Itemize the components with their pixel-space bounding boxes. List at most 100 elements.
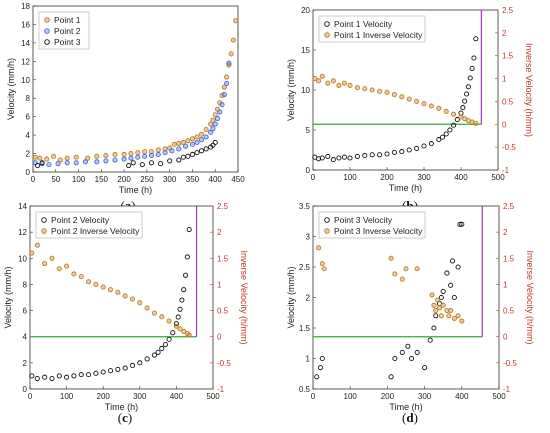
y2-tick-label: -1: [503, 385, 511, 394]
data-point-point-1: [171, 141, 177, 147]
data-point-point-2: [94, 159, 100, 165]
data-point-point-1-velocity: [384, 151, 390, 157]
data-point-point-2-inverse-velocity: [159, 314, 165, 320]
y2-tick-label: 0: [217, 333, 222, 342]
data-point-point-3-inverse-velocity: [429, 292, 435, 298]
x-axis-label: Time (h): [389, 183, 422, 193]
chart-d: 0 100 200 300 400 5000.511.522.533.5-1-0.500.…: [286, 202, 535, 425]
data-point-point-1: [180, 139, 186, 146]
data-point-point-2-inverse-velocity: [100, 284, 106, 290]
chart-b: 0 100 200 300 400 500 0 5 10 15 20 -1 -0.5 0 0.5 1 1.5 2 2…: [286, 6, 534, 213]
data-point-point-1-velocity: [414, 145, 420, 151]
legend-marker: [324, 228, 330, 234]
data-point-point-3-velocity: [451, 294, 457, 301]
data-point-point-1-velocity: [428, 141, 434, 147]
data-point-point-2: [203, 134, 209, 140]
y2-tick-label: 2.5: [217, 202, 229, 211]
data-point-point-2-inverse-velocity: [129, 296, 136, 302]
data-point-point-3-inverse-velocity: [451, 315, 457, 321]
data-point-point-3-velocity: [449, 258, 456, 264]
x-tick-label: 300: [417, 173, 431, 182]
data-point-point-1-inverse-velocity: [428, 103, 434, 109]
y-tick-label: 1: [306, 355, 311, 364]
data-point-point-3-inverse-velocity: [414, 266, 420, 272]
data-point-point-1: [44, 156, 50, 162]
panel-caption-letter: a: [125, 198, 132, 213]
legend-label: Point 3 Velocity: [334, 215, 393, 225]
panel-caption-letter: d: [406, 410, 414, 425]
data-point-point-1-velocity: [319, 155, 325, 161]
data-point-point-2: [142, 153, 148, 159]
y-tick-label: 0: [26, 168, 31, 177]
data-point-point-2-velocity: [155, 349, 161, 355]
data-point-point-3-inverse-velocity: [388, 255, 394, 261]
y-tick-label: 10: [301, 86, 310, 95]
legend-box: [38, 11, 90, 50]
data-point-point-3-inverse-velocity: [403, 266, 409, 272]
data-point-point-1-inverse-velocity: [336, 82, 342, 88]
x-tick-label: 100: [344, 392, 358, 401]
y2-tick-label: 1: [502, 75, 507, 84]
data-point-point-2-inverse-velocity: [115, 289, 121, 295]
x-tick-label: 400: [170, 392, 184, 401]
chart-c: 0 100 200 300 400 500 0 2 4 6 8 10 12 14 -1 -0.5 0 0.5 1 1.…: [3, 202, 249, 425]
data-point-point-2-velocity: [56, 373, 62, 379]
data-point-point-1-velocity: [391, 149, 397, 155]
x-tick-label: 0: [31, 175, 36, 184]
data-point-point-1: [94, 153, 100, 159]
data-point-point-2-velocity: [100, 369, 106, 375]
y-tick-label: 20: [301, 6, 310, 15]
data-point-point-3: [203, 146, 209, 152]
data-point-point-3-inverse-velocity: [321, 266, 327, 272]
data-point-point-1-velocity: [436, 137, 442, 143]
data-point-point-3-inverse-velocity: [444, 308, 450, 314]
data-point-point-3: [185, 153, 191, 159]
data-point-point-1-velocity: [347, 155, 353, 161]
y2-axis-label: Inverse Velocity (h/mm): [524, 43, 534, 137]
data-point-point-3-inverse-velocity: [436, 305, 443, 311]
data-point-point-2: [176, 146, 182, 152]
data-point-point-2: [210, 126, 216, 132]
data-point-point-1: [212, 112, 218, 118]
data-point-point-1-velocity: [439, 134, 446, 140]
x-tick-label: 450: [231, 175, 245, 184]
data-point-point-3: [35, 162, 41, 169]
data-point-point-2: [128, 155, 134, 161]
x-tick-label: 250: [140, 175, 154, 184]
data-point-point-1-inverse-velocity: [384, 89, 390, 95]
data-point-point-1-inverse-velocity: [473, 120, 479, 126]
legend-marker: [44, 17, 50, 23]
x-tick-label: 0: [311, 173, 316, 182]
y2-tick-label: -0.5: [217, 359, 231, 368]
y-tick-label: 15: [301, 46, 310, 55]
data-point-point-1: [230, 37, 236, 43]
data-point-point-1: [221, 84, 227, 90]
data-point-point-2: [46, 162, 52, 168]
data-point-point-2: [135, 154, 141, 160]
data-point-point-2-velocity: [115, 366, 121, 372]
chart-a: 0 50 100 150 200 250 300 350 400 450 0 2 4 6 8 10 12 14 16…: [6, 2, 245, 213]
data-point-point-2-inverse-velocity: [107, 287, 114, 293]
data-point-point-3: [176, 157, 182, 163]
data-point-point-1-velocity: [354, 153, 360, 159]
y2-tick-label: 0.5: [502, 97, 514, 106]
y-tick-label: 2.5: [299, 263, 311, 272]
legend-marker: [324, 217, 330, 223]
data-point-point-1-velocity: [454, 117, 460, 123]
y2-tick-label: 0: [502, 120, 507, 129]
legend-label: Point 2 Velocity: [51, 215, 110, 225]
data-point-point-1-inverse-velocity: [319, 73, 325, 79]
data-point-point-2-velocity: [179, 297, 185, 303]
x-tick-label: 0: [311, 392, 316, 401]
legend-marker: [41, 228, 47, 234]
data-point-point-2-velocity: [34, 375, 40, 382]
data-point-point-1-velocity: [330, 157, 336, 163]
data-point-point-1-inverse-velocity: [347, 82, 353, 88]
data-point-point-2: [82, 159, 88, 165]
data-point-point-2-inverse-velocity: [122, 293, 128, 299]
data-point-point-3: [158, 161, 164, 167]
data-point-point-2-inverse-velocity: [29, 250, 35, 256]
data-point-point-1: [57, 157, 63, 163]
legend-label: Point 1: [54, 15, 81, 25]
x-tick-label: 400: [455, 392, 469, 401]
